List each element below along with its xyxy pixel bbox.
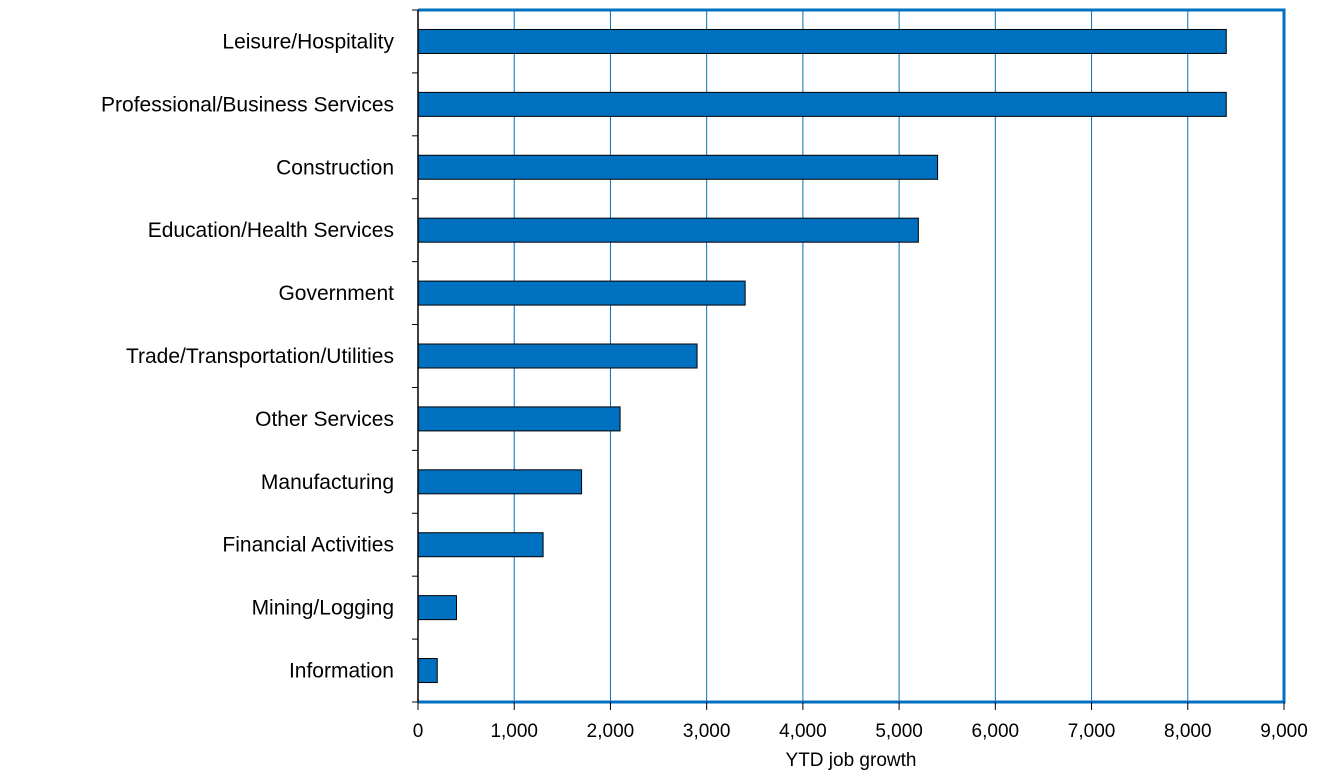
x-tick-label-7: 7,000: [1068, 721, 1116, 742]
category-label-10: Information: [289, 660, 394, 683]
x-tick-labels: 0 1,000 2,000 3,000 4,000 5,000 6,000 7,000 8,00…: [413, 721, 1308, 742]
bar-5: [417, 343, 698, 369]
category-label-4: Government: [278, 282, 394, 305]
bars: [417, 28, 1227, 684]
bar-9: [417, 595, 457, 621]
bar-8: [417, 532, 544, 558]
x-tick-label-1: 1,000: [490, 721, 538, 742]
category-label-3: Education/Health Services: [148, 219, 394, 242]
axes: [412, 8, 1286, 710]
gridlines: [513, 10, 1189, 702]
x-tick-label-6: 6,000: [972, 721, 1020, 742]
x-tick-label-5: 5,000: [875, 721, 923, 742]
bar-7: [417, 469, 583, 495]
x-tick-label-2: 2,000: [587, 721, 635, 742]
x-axis-title: YTD job growth: [786, 750, 917, 771]
bar-2: [417, 154, 939, 180]
x-tick-label-8: 8,000: [1164, 721, 1212, 742]
bar-6: [417, 406, 621, 432]
x-tick-label-3: 3,000: [683, 721, 731, 742]
x-tick-label-9: 9,000: [1260, 721, 1308, 742]
category-label-8: Financial Activities: [222, 534, 394, 557]
category-label-9: Mining/Logging: [252, 597, 394, 620]
category-labels: Leisure/Hospitality Professional/Business…: [101, 30, 394, 682]
bar-3: [417, 217, 919, 243]
category-label-0: Leisure/Hospitality: [222, 30, 394, 53]
x-tick-label-0: 0: [413, 721, 424, 742]
x-tick-label-4: 4,000: [779, 721, 827, 742]
category-label-5: Trade/Transportation/Utilities: [126, 345, 394, 368]
category-label-6: Other Services: [255, 408, 394, 431]
bar-4: [417, 280, 746, 306]
category-label-7: Manufacturing: [261, 471, 394, 494]
bar-10: [417, 658, 438, 684]
bar-1: [417, 91, 1227, 117]
category-label-2: Construction: [276, 156, 394, 179]
bar-0: [417, 28, 1227, 54]
category-label-1: Professional/Business Services: [101, 93, 394, 116]
